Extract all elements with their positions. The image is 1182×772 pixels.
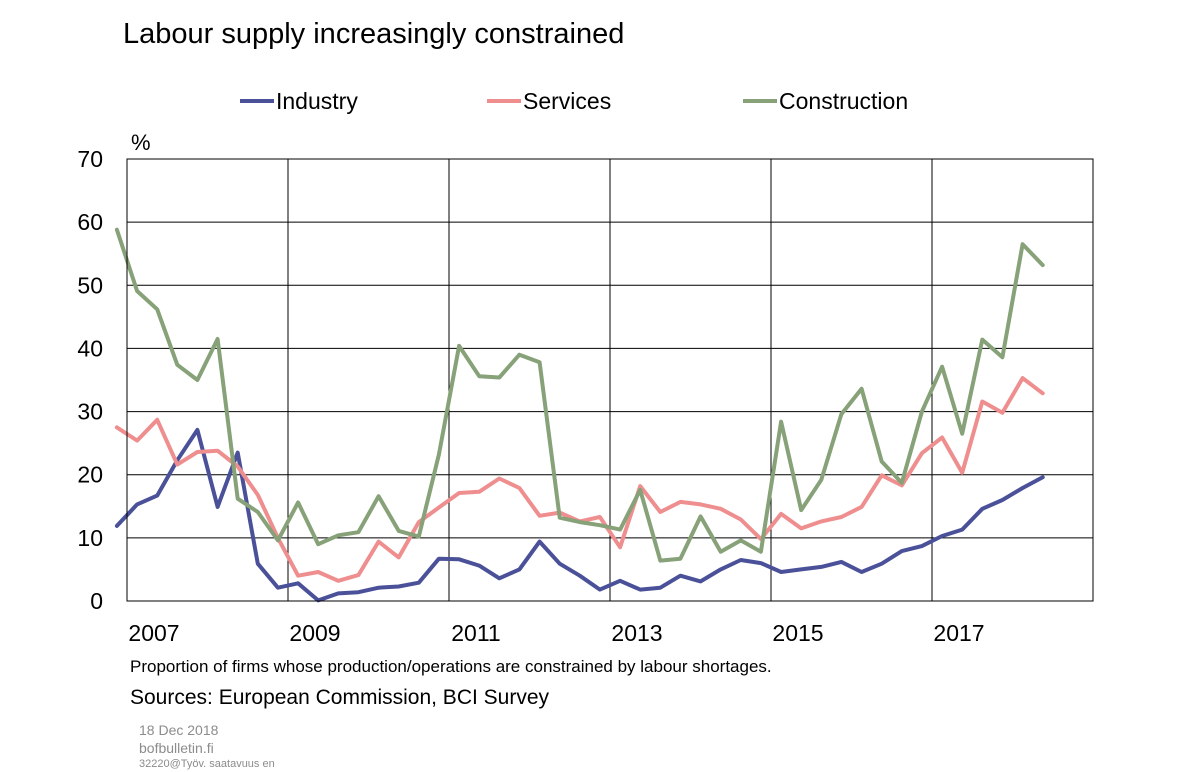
- y-tick-label: 70: [77, 146, 103, 172]
- series-line-industry: [114, 427, 1045, 603]
- footer-date: 18 Dec 2018: [139, 722, 219, 738]
- chart-source: Sources: European Commission, BCI Survey: [130, 686, 550, 709]
- legend-label-construction: Construction: [779, 87, 909, 114]
- legend-swatch-services: [487, 99, 521, 103]
- x-tick-label: 2013: [611, 620, 662, 646]
- legend-swatch-construction: [743, 99, 777, 103]
- y-tick-label: 30: [77, 399, 103, 425]
- legend-label-industry: Industry: [276, 87, 358, 114]
- y-tick-label: 50: [77, 272, 103, 298]
- series-line-construction: [114, 227, 1045, 563]
- y-tick-label: 10: [77, 525, 103, 551]
- x-tick-label: 2007: [128, 620, 179, 646]
- x-tick-label: 2015: [772, 620, 823, 646]
- y-axis-unit: %: [131, 130, 151, 155]
- legend-item-services: Services: [487, 86, 611, 116]
- legend-item-construction: Construction: [743, 86, 908, 116]
- legend-item-industry: Industry: [240, 86, 358, 116]
- legend-label-services: Services: [523, 87, 612, 114]
- x-tick-label: 2011: [451, 620, 500, 646]
- plot-frame: [126, 158, 1094, 602]
- x-tick-label: 2009: [289, 620, 340, 646]
- y-tick-label: 20: [77, 462, 103, 488]
- y-axis: 0 10 20 30 40 50 60 70: [77, 146, 103, 614]
- y-tick-label: 60: [77, 209, 103, 235]
- legend-swatch-industry: [240, 99, 274, 103]
- chart-note: Proportion of firms whose production/ope…: [130, 657, 772, 676]
- x-tick-label: 2017: [933, 620, 984, 646]
- x-axis: 2007 2009 2011 2013 2015 2017: [128, 620, 984, 646]
- y-tick-label: 0: [90, 588, 103, 614]
- chart-title: Labour supply increasingly constrained: [123, 18, 625, 50]
- footer-site: bofbulletin.fi: [139, 740, 214, 756]
- series-lines: [114, 227, 1045, 603]
- footer-code: 32220@Työv. saatavuus en: [139, 758, 275, 770]
- y-tick-label: 40: [77, 335, 103, 361]
